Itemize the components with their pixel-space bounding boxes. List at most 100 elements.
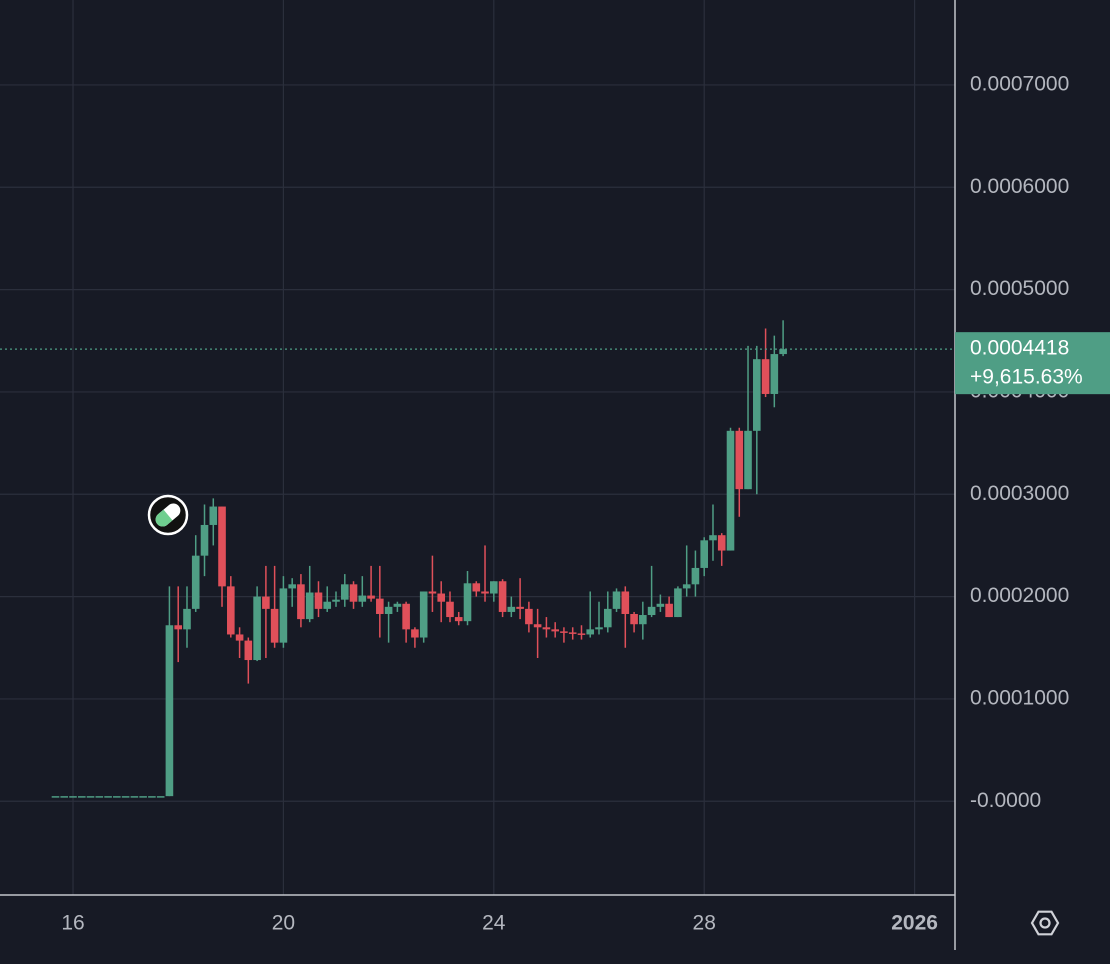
last-price-label: 0.0004418 xyxy=(970,337,1069,360)
candle-body xyxy=(753,359,761,431)
candle-body xyxy=(367,595,375,599)
candle-body xyxy=(454,617,463,622)
candle-body xyxy=(113,796,121,798)
candle-body xyxy=(428,591,437,594)
y-tick-label: 0.0002000 xyxy=(970,584,1069,607)
candle-body xyxy=(227,586,235,635)
candle-body xyxy=(507,606,516,612)
candle-body xyxy=(761,359,770,394)
candle-body xyxy=(744,430,752,490)
y-tick-label: 0.0006000 xyxy=(970,175,1069,198)
candle-body xyxy=(560,631,568,633)
candle-body xyxy=(709,535,717,541)
candle-body xyxy=(770,354,779,394)
candle-body xyxy=(86,796,95,798)
candle-body xyxy=(349,584,358,602)
candle-body xyxy=(288,584,296,589)
candle-body xyxy=(437,593,446,602)
candle-body xyxy=(253,596,261,661)
candle-body xyxy=(200,524,209,556)
candle-body xyxy=(340,584,349,600)
candle-body xyxy=(586,629,595,635)
y-tick-label: -0.0000 xyxy=(970,789,1041,812)
candle-body xyxy=(463,583,472,622)
candle-body xyxy=(551,629,559,632)
candle-body xyxy=(568,632,577,634)
candle-body xyxy=(402,603,410,630)
candle-body xyxy=(183,608,191,630)
candle-body xyxy=(384,606,393,614)
candle-body xyxy=(717,535,726,551)
candle-body xyxy=(691,567,700,585)
last-price-box xyxy=(955,332,1110,395)
candle-body xyxy=(490,581,498,594)
y-tick-label: 0.0005000 xyxy=(970,277,1069,300)
candle-body xyxy=(51,796,60,798)
candle-body xyxy=(472,583,481,592)
candle-body xyxy=(148,796,156,798)
candle-body xyxy=(77,796,86,798)
candle-body xyxy=(577,633,586,635)
candle-body xyxy=(69,796,77,798)
candle-body xyxy=(305,592,314,620)
candle-body xyxy=(95,796,104,798)
x-tick-label: 20 xyxy=(272,912,295,935)
candle-body xyxy=(297,584,305,620)
candle-body xyxy=(630,613,638,625)
candle-body xyxy=(665,603,673,618)
candle-body xyxy=(735,430,744,490)
candle-body xyxy=(595,627,603,630)
candle-body xyxy=(481,591,489,594)
candle-body xyxy=(209,506,218,525)
candle-body xyxy=(235,634,244,641)
y-tick-label: 0.0001000 xyxy=(970,686,1069,709)
x-tick-label: 28 xyxy=(693,912,716,935)
last-change-label: +9,615.63% xyxy=(970,366,1083,389)
candle-body xyxy=(323,601,332,609)
candle-body xyxy=(121,796,130,798)
pill-icon xyxy=(147,494,189,536)
candle-body xyxy=(621,591,630,614)
x-tick-label: 24 xyxy=(482,912,506,935)
candle-body xyxy=(314,592,323,609)
candle-body xyxy=(603,608,612,628)
candle-body xyxy=(700,540,709,568)
candle-body xyxy=(191,555,200,609)
y-tick-label: 0.0003000 xyxy=(970,482,1069,505)
candle-body xyxy=(218,506,226,587)
candle-body xyxy=(139,796,147,798)
candle-body xyxy=(779,349,787,355)
candle-body xyxy=(656,603,665,607)
candle-body xyxy=(516,606,524,609)
settings-icon[interactable] xyxy=(1030,910,1060,936)
candle-body xyxy=(411,629,419,638)
x-tick-label: 2026 xyxy=(891,912,938,935)
candle-body xyxy=(262,596,270,609)
candle-body xyxy=(446,601,454,618)
candle-body xyxy=(130,796,139,798)
candle-body xyxy=(165,625,174,797)
candle-body xyxy=(612,591,621,609)
candle-body xyxy=(279,588,288,643)
candle-body xyxy=(639,615,647,625)
candle-body xyxy=(104,796,112,798)
axis-labels: -0.0000 0.0001000 0.0002000 0.0003000 0.0004… xyxy=(61,72,1069,934)
candle-body xyxy=(542,627,551,630)
candle-body xyxy=(244,640,253,661)
candle-body xyxy=(376,598,384,614)
grid xyxy=(0,0,955,895)
candle-body xyxy=(533,624,542,628)
candle-body xyxy=(393,603,402,607)
candle-body xyxy=(332,599,340,602)
candle-body xyxy=(682,584,691,589)
y-tick-label: 0.0007000 xyxy=(970,72,1069,95)
candle-body xyxy=(156,796,165,798)
candles xyxy=(0,320,955,798)
candle-body xyxy=(525,608,533,625)
candle-body xyxy=(174,625,183,630)
candle-body xyxy=(358,595,367,602)
candle-body xyxy=(498,581,507,612)
candle-body xyxy=(674,588,682,618)
